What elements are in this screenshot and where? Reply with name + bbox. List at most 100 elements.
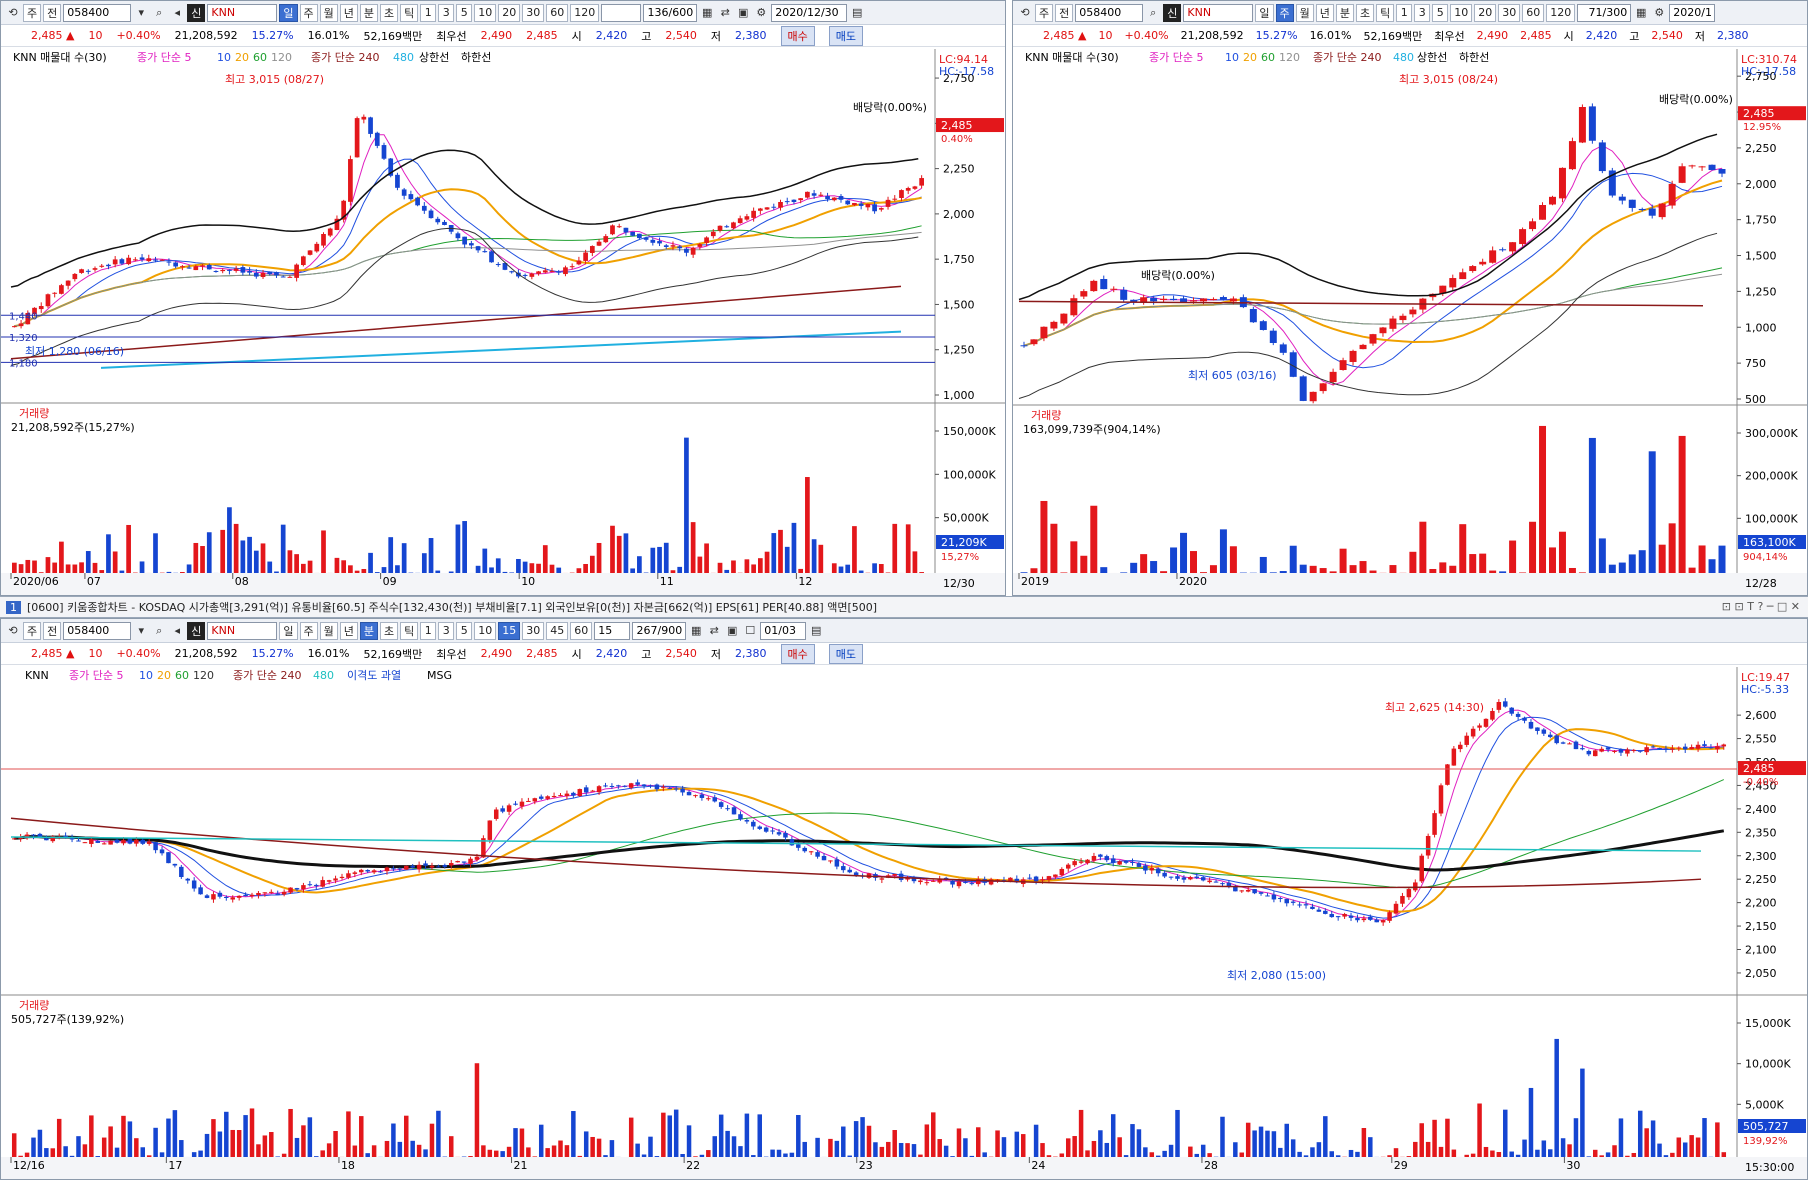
period-year[interactable]: 년 bbox=[339, 3, 358, 22]
num-10[interactable]: 10 bbox=[1450, 3, 1473, 22]
num-60[interactable]: 60 bbox=[546, 3, 569, 22]
compare-icon[interactable]: ⇄ bbox=[709, 624, 719, 637]
num-3[interactable]: 3 bbox=[1414, 3, 1431, 22]
search-icon[interactable]: ⌕ bbox=[1150, 5, 1157, 19]
minute-price-chart[interactable]: 2,6002,5502,5002,4502,4002,3502,3002,250… bbox=[1, 667, 1807, 1179]
period-month[interactable]: 월 bbox=[319, 3, 338, 22]
sell-button[interactable]: 매도 bbox=[828, 643, 863, 664]
save-icon[interactable]: ▣ bbox=[727, 624, 738, 637]
compare-icon[interactable]: ⇄ bbox=[720, 6, 730, 19]
daily-price-chart[interactable]: 2,7502,5002,2502,0001,7501,5001,2501,000… bbox=[1, 49, 1005, 595]
refresh-icon[interactable]: ⟲ bbox=[1020, 6, 1030, 19]
dropdown-icon[interactable]: ▾ bbox=[138, 6, 145, 19]
num-120[interactable]: 120 bbox=[1546, 3, 1576, 22]
count-field[interactable]: 136/600 bbox=[643, 3, 698, 22]
type-select[interactable]: 주 bbox=[23, 3, 42, 22]
search-icon[interactable]: ⌕ bbox=[156, 623, 163, 637]
type-select[interactable]: 주 bbox=[23, 621, 42, 640]
period-week[interactable]: 주 bbox=[299, 621, 318, 640]
period-second[interactable]: 초 bbox=[380, 3, 399, 22]
period-week[interactable]: 주 bbox=[299, 3, 318, 22]
volume-bar bbox=[551, 1145, 557, 1157]
num-5[interactable]: 5 bbox=[456, 621, 473, 640]
code-input[interactable]: 058400 bbox=[63, 3, 132, 22]
period-tick[interactable]: 틱 bbox=[1376, 3, 1395, 22]
search-icon[interactable]: ⌕ bbox=[156, 5, 163, 19]
period-second[interactable]: 초 bbox=[1356, 3, 1375, 22]
buy-button[interactable]: 매수 bbox=[780, 643, 815, 664]
num-10[interactable]: 10 bbox=[474, 3, 497, 22]
num-20[interactable]: 20 bbox=[1474, 3, 1497, 22]
num-60[interactable]: 60 bbox=[1522, 3, 1545, 22]
period-tick[interactable]: 틱 bbox=[400, 3, 419, 22]
settings-icon[interactable]: ⚙ bbox=[1654, 6, 1665, 19]
period-day[interactable]: 일 bbox=[1255, 3, 1274, 22]
grid-icon[interactable]: ▦ bbox=[702, 6, 713, 19]
period-month[interactable]: 월 bbox=[319, 621, 338, 640]
calendar-icon[interactable]: ▤ bbox=[811, 624, 822, 637]
sin-badge[interactable]: 신 bbox=[187, 621, 206, 640]
num-1[interactable]: 1 bbox=[420, 621, 437, 640]
num-60[interactable]: 60 bbox=[570, 621, 593, 640]
stock-name-field[interactable]: KNN bbox=[207, 3, 278, 22]
buy-button[interactable]: 매수 bbox=[780, 25, 815, 46]
period-year[interactable]: 년 bbox=[339, 621, 358, 640]
speaker-icon[interactable]: ◂ bbox=[174, 6, 181, 19]
period-tick[interactable]: 틱 bbox=[400, 621, 419, 640]
type-select[interactable]: 주 bbox=[1035, 3, 1054, 22]
stock-name-field[interactable]: KNN bbox=[207, 621, 278, 640]
stock-name-field[interactable]: KNN bbox=[1183, 3, 1254, 22]
refresh-icon[interactable]: ⟲ bbox=[8, 624, 18, 637]
save-icon[interactable]: ▣ bbox=[738, 6, 749, 19]
num-20[interactable]: 20 bbox=[498, 3, 521, 22]
period-second[interactable]: 초 bbox=[380, 621, 399, 640]
period-minute[interactable]: 분 bbox=[359, 621, 378, 640]
num-30[interactable]: 30 bbox=[522, 3, 545, 22]
code-input[interactable]: 058400 bbox=[1075, 3, 1144, 22]
annotation-dividend: 배당락(0.00%) bbox=[853, 101, 927, 114]
num-120[interactable]: 120 bbox=[570, 3, 600, 22]
count-field[interactable]: 71/300 bbox=[1577, 3, 1632, 22]
period-minute[interactable]: 분 bbox=[1335, 3, 1354, 22]
period-week[interactable]: 주 bbox=[1275, 3, 1294, 22]
date-field[interactable]: 01/03 bbox=[760, 621, 807, 640]
window-controls[interactable]: ⊡ ⊡ T ? ─ □ ✕ bbox=[1721, 600, 1800, 613]
refresh-icon[interactable]: ⟲ bbox=[8, 6, 18, 19]
speaker-icon[interactable]: ◂ bbox=[174, 624, 181, 637]
calendar-icon[interactable]: ▤ bbox=[852, 6, 863, 19]
num-5[interactable]: 5 bbox=[1432, 3, 1449, 22]
period-day[interactable]: 일 bbox=[279, 3, 298, 22]
grid-icon[interactable]: ▦ bbox=[691, 624, 702, 637]
num-3[interactable]: 3 bbox=[438, 621, 455, 640]
period-year[interactable]: 년 bbox=[1315, 3, 1334, 22]
weekly-price-chart[interactable]: 2,7502,5002,2502,0001,7501,5001,2501,000… bbox=[1013, 49, 1807, 595]
custom-period-input[interactable] bbox=[601, 3, 642, 22]
num-5[interactable]: 5 bbox=[456, 3, 473, 22]
all-button[interactable]: 전 bbox=[1055, 3, 1074, 22]
period-month[interactable]: 월 bbox=[1295, 3, 1314, 22]
date-field[interactable]: 2020/12/30 bbox=[771, 3, 848, 22]
period-minute[interactable]: 분 bbox=[359, 3, 378, 22]
all-button[interactable]: 전 bbox=[43, 3, 62, 22]
num-3[interactable]: 3 bbox=[438, 3, 455, 22]
grid-icon[interactable]: ▦ bbox=[1636, 6, 1647, 19]
code-input[interactable]: 058400 bbox=[63, 621, 132, 640]
num-1[interactable]: 1 bbox=[420, 3, 437, 22]
count-field[interactable]: 267/900 bbox=[632, 621, 687, 640]
minute-select[interactable]: 15 bbox=[594, 621, 631, 640]
num-10[interactable]: 10 bbox=[474, 621, 497, 640]
num-1[interactable]: 1 bbox=[1396, 3, 1413, 22]
settings-icon[interactable]: ⚙ bbox=[756, 6, 767, 19]
all-button[interactable]: 전 bbox=[43, 621, 62, 640]
num-30[interactable]: 30 bbox=[1498, 3, 1521, 22]
num-15[interactable]: 15 bbox=[498, 621, 521, 640]
checkbox-icon[interactable]: ☐ bbox=[745, 624, 756, 637]
date-field[interactable]: 2020/1 bbox=[1669, 3, 1716, 22]
sin-badge[interactable]: 신 bbox=[1163, 3, 1182, 22]
sin-badge[interactable]: 신 bbox=[187, 3, 206, 22]
dropdown-icon[interactable]: ▾ bbox=[138, 624, 145, 637]
period-day[interactable]: 일 bbox=[279, 621, 298, 640]
sell-button[interactable]: 매도 bbox=[828, 25, 863, 46]
num-30[interactable]: 30 bbox=[522, 621, 545, 640]
num-45[interactable]: 45 bbox=[546, 621, 569, 640]
